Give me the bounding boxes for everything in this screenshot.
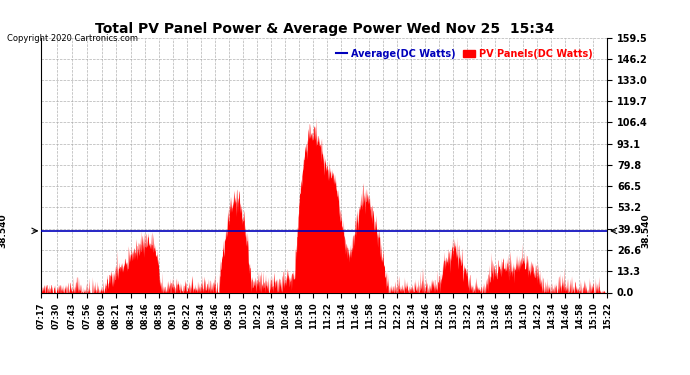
Text: 38.540: 38.540	[642, 214, 651, 248]
Text: Copyright 2020 Cartronics.com: Copyright 2020 Cartronics.com	[7, 34, 138, 43]
Text: 38.540: 38.540	[0, 214, 7, 248]
Title: Total PV Panel Power & Average Power Wed Nov 25  15:34: Total PV Panel Power & Average Power Wed…	[95, 22, 554, 36]
Legend: Average(DC Watts), PV Panels(DC Watts): Average(DC Watts), PV Panels(DC Watts)	[332, 45, 597, 63]
